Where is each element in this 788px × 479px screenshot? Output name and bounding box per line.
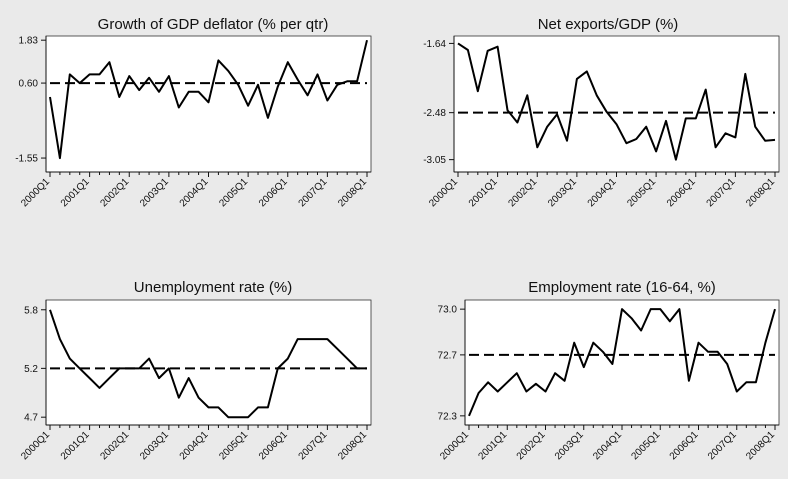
x-tick-label-2003q1: 2003Q1 [138,176,171,209]
x-tick-label-2003q1: 2003Q1 [138,429,171,462]
x-tick-label-2008q1: 2008Q1 [336,176,369,209]
x-tick-label-2006q1: 2006Q1 [257,429,290,462]
chart-title: Unemployment rate (%) [134,279,292,296]
x-tick-label-2000q1: 2000Q1 [19,429,52,462]
x-tick-label-2004q1: 2004Q1 [586,176,619,209]
panel-gdp-deflator-growth: 1.83 0.60 -1.55 2000Q1 2001Q1 2002Q1 2003Q1 200… [0,0,394,239]
x-tick-label-2002q1: 2002Q1 [515,429,548,462]
x-tick-label-2008q1: 2008Q1 [744,429,777,462]
plot-area [464,299,780,426]
y-tick-label-5-8: 5.8 [24,305,38,316]
x-tick-label-2007q1: 2007Q1 [705,176,738,209]
x-tick-label-2000q1: 2000Q1 [438,429,471,462]
x-tick-label-2003q1: 2003Q1 [546,176,579,209]
x-tick-label-2005q1: 2005Q1 [625,176,658,209]
series-line [49,39,368,160]
chart-title: Employment rate (16-64, %) [528,279,716,296]
x-tick-label-2005q1: 2005Q1 [217,429,250,462]
x-tick-label-2008q1: 2008Q1 [744,176,777,209]
x-tick-label-2005q1: 2005Q1 [217,176,250,209]
x-tick-label-2005q1: 2005Q1 [629,429,662,462]
y-tick-label-1-83: 1.83 [19,36,39,47]
x-tick-label-2007q1: 2007Q1 [297,176,330,209]
x-tick-label-2004q1: 2004Q1 [178,429,211,462]
plot-area [45,299,372,426]
x-tick-label-2006q1: 2006Q1 [668,429,701,462]
chart-title: Growth of GDP deflator (% per qtr) [98,16,329,33]
y-tick-label-72-3: 72.3 [438,411,458,422]
x-tick-label-2002q1: 2002Q1 [506,176,539,209]
plot-area [453,35,780,173]
y-tick-label-72-7: 72.7 [438,350,458,361]
y-tick-label-2-48: -2.48 [423,108,446,119]
panel-unemployment-rate: 5.8 5.2 4.7 2000Q1 2001Q1 2002Q1 2003Q1 2004Q1 2… [0,240,394,479]
panel-net-exports-gdp: -1.64 -2.48 -3.05 2000Q1 2001Q1 2002Q1 2003Q1 2… [394,0,788,239]
plot-area [45,35,372,173]
x-tick-label-2003q1: 2003Q1 [553,429,586,462]
x-tick-label-2001q1: 2001Q1 [476,429,509,462]
y-tick-label-73-0: 73.0 [438,305,458,316]
x-tick-label-2001q1: 2001Q1 [59,176,92,209]
series-line [457,42,776,161]
x-tick-label-2004q1: 2004Q1 [178,176,211,209]
y-tick-label-0-60: 0.60 [19,79,39,90]
y-tick-label-4-7: 4.7 [24,413,38,424]
x-tick-label-2004q1: 2004Q1 [591,429,624,462]
x-tick-label-2002q1: 2002Q1 [98,429,131,462]
series-line [49,309,367,419]
x-tick-label-2007q1: 2007Q1 [297,429,330,462]
y-tick-label-3-05: -3.05 [423,155,446,166]
chart-title: Net exports/GDP (%) [538,16,679,33]
x-tick-label-2001q1: 2001Q1 [59,429,92,462]
chart-employment-rate: 73.0 72.7 72.3 2000Q1 2001Q1 2002Q1 2003Q1 2004… [438,279,780,462]
x-tick-label-2000q1: 2000Q1 [19,176,52,209]
x-tick-label-2000q1: 2000Q1 [427,176,460,209]
x-tick-label-2006q1: 2006Q1 [665,176,698,209]
x-tick-label-2001q1: 2001Q1 [467,176,500,209]
series-line [468,308,776,417]
y-tick-label-5-2: 5.2 [24,364,38,375]
x-tick-label-2007q1: 2007Q1 [706,429,739,462]
x-tick-label-2002q1: 2002Q1 [98,176,131,209]
x-tick-label-2006q1: 2006Q1 [257,176,290,209]
y-tick-label-1-55: -1.55 [15,154,38,165]
x-tick-label-2008q1: 2008Q1 [336,429,369,462]
panel-employment-rate: 73.0 72.7 72.3 2000Q1 2001Q1 2002Q1 2003Q1 2004… [394,240,788,479]
y-tick-label-1-64: -1.64 [423,39,446,50]
